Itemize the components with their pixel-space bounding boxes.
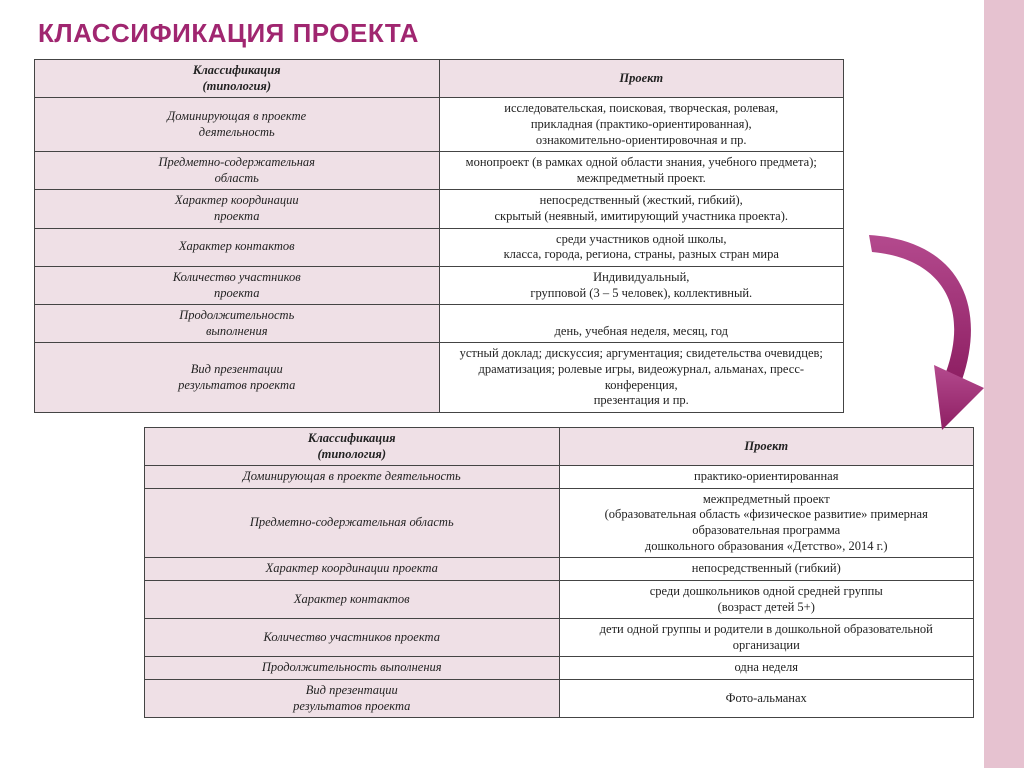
t2-r0-right: практико-ориентированная — [559, 466, 974, 489]
classification-table-specific: Классификация(типология) Проект Доминиру… — [144, 427, 974, 718]
t2-r1-right: межпредметный проект(образовательная обл… — [559, 488, 974, 558]
t1-r1-left: Предметно-содержательнаяобласть — [35, 152, 440, 190]
t2-r4-left: Количество участников проекта — [145, 619, 560, 657]
page-title: КЛАССИФИКАЦИЯ ПРОЕКТА — [38, 18, 964, 49]
t2-r3-left: Характер контактов — [145, 580, 560, 618]
t1-r2-right: непосредственный (жесткий, гибкий),скрыт… — [439, 190, 844, 228]
t2-r2-right: непосредственный (гибкий) — [559, 558, 974, 581]
classification-table-general: Классификация(типология) Проект Доминиру… — [34, 59, 844, 413]
t1-header-right: Проект — [439, 60, 844, 98]
t2-r0-left: Доминирующая в проекте деятельность — [145, 466, 560, 489]
t1-r2-left: Характер координациипроекта — [35, 190, 440, 228]
t1-r6-left: Вид презентациирезультатов проекта — [35, 343, 440, 413]
t2-r2-left: Характер координации проекта — [145, 558, 560, 581]
curved-arrow-icon — [834, 230, 994, 450]
t1-r5-left: Продолжительностьвыполнения — [35, 305, 440, 343]
t1-r0-right: исследовательская, поисковая, творческая… — [439, 98, 844, 152]
t1-r6-right: устный доклад; дискуссия; аргументация; … — [439, 343, 844, 413]
t2-r5-left: Продолжительность выполнения — [145, 657, 560, 680]
t1-r1-right: монопроект (в рамках одной области знани… — [439, 152, 844, 190]
t2-header-right: Проект — [559, 427, 974, 465]
t2-r4-right: дети одной группы и родители в дошкольно… — [559, 619, 974, 657]
t1-r3-right: среди участников одной школы,класса, гор… — [439, 228, 844, 266]
t2-r3-right: среди дошкольников одной средней группы(… — [559, 580, 974, 618]
t1-r3-left: Характер контактов — [35, 228, 440, 266]
t1-header-left: Классификация(типология) — [35, 60, 440, 98]
t2-r1-left: Предметно-содержательная область — [145, 488, 560, 558]
t1-r4-right: Индивидуальный,групповой (3 – 5 человек)… — [439, 266, 844, 304]
t1-r0-left: Доминирующая в проектедеятельность — [35, 98, 440, 152]
t1-r4-left: Количество участниковпроекта — [35, 266, 440, 304]
page: КЛАССИФИКАЦИЯ ПРОЕКТА Классификация(типо… — [0, 0, 1024, 718]
t2-header-left: Классификация(типология) — [145, 427, 560, 465]
t1-r5-right: день, учебная неделя, месяц, год — [439, 305, 844, 343]
t2-r6-left: Вид презентациирезультатов проекта — [145, 680, 560, 718]
t2-r6-right: Фото-альманах — [559, 680, 974, 718]
t2-r5-right: одна неделя — [559, 657, 974, 680]
